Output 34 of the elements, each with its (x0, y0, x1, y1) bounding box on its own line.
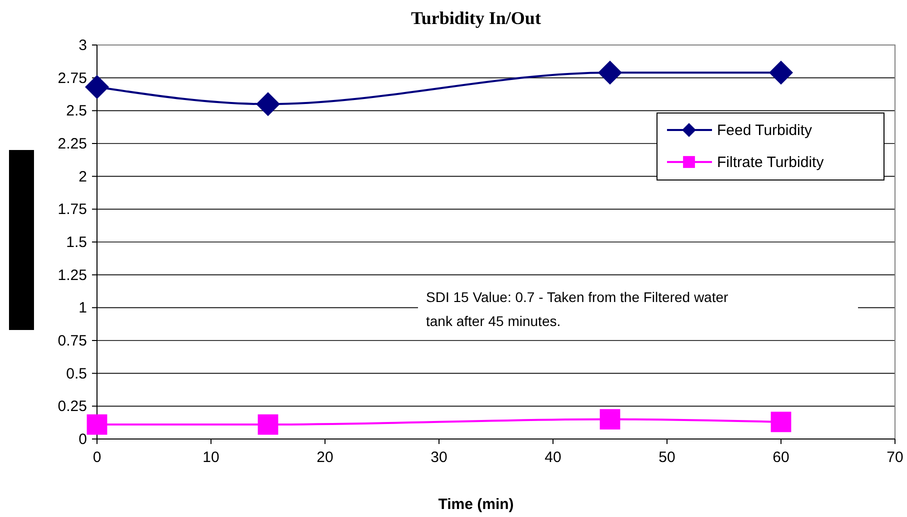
point (600, 409, 620, 430)
point (770, 412, 792, 432)
x-tick-label: 40 (544, 449, 562, 466)
point (769, 60, 793, 85)
x-axis-title: Time (min) (438, 496, 514, 513)
y-tick-label: 0.25 (58, 398, 87, 416)
y-tick-label: 2 (78, 168, 87, 186)
point (598, 60, 622, 85)
point (256, 92, 280, 116)
legend-label: Filtrate Turbidity (717, 154, 824, 171)
y-tick-label: 1.5 (66, 234, 87, 251)
x-tick-label: 50 (658, 449, 676, 466)
y-tick-label: 1 (78, 300, 87, 317)
y-tick-label: 1.75 (58, 201, 87, 218)
point (86, 414, 108, 435)
point (258, 414, 278, 435)
chart-title: Turbidity In/Out (411, 8, 541, 28)
point (85, 75, 109, 100)
y-tick-label: 1.25 (58, 266, 87, 284)
x-tick-label: 30 (430, 449, 448, 466)
x-tick-label: 0 (92, 449, 102, 466)
annotation: SDI 15 Value: 0.7 - Taken from the Filtered water tank after 45 minutes. (426, 289, 729, 329)
y-tick-label: 2.5 (66, 102, 87, 120)
y-tick-label: 0.5 (66, 365, 87, 382)
x-tick-label: 60 (772, 449, 790, 466)
y-tick-label: 2.25 (58, 136, 87, 152)
x-tick-label: 70 (886, 449, 904, 466)
x-tick-label: 20 (316, 449, 334, 466)
y-tick-label: 2.75 (58, 70, 87, 87)
y-tick-label: 0 (78, 431, 87, 448)
y-tick-label: 0.75 (58, 332, 87, 350)
x-tick-label: 10 (202, 449, 220, 466)
y-tick-label: 3 (78, 37, 87, 54)
legend-label: Feed Turbidity (717, 122, 813, 139)
